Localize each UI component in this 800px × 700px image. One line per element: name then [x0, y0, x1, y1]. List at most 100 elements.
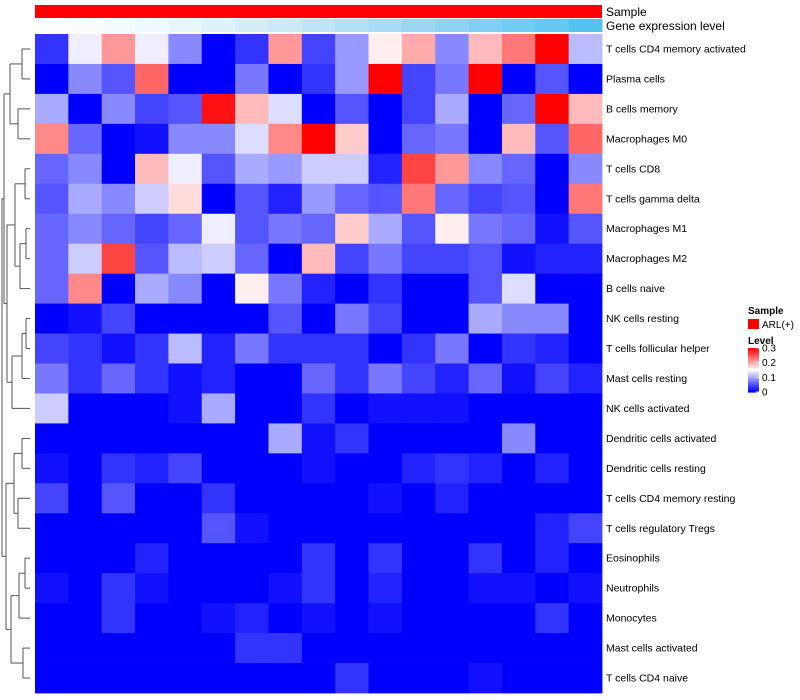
heatmap-cell	[101, 63, 136, 95]
heatmap-cell	[135, 513, 169, 544]
heatmap-cell	[201, 423, 236, 454]
legend-color-step	[748, 368, 759, 370]
heatmap-cell	[168, 423, 203, 454]
expression-annotation-cell	[335, 19, 370, 32]
heatmap-cell	[268, 93, 303, 125]
heatmap-cell	[101, 603, 136, 634]
heatmap-cell	[35, 483, 69, 514]
heatmap-cell	[435, 273, 469, 304]
heatmap-cell	[35, 603, 69, 634]
heatmap-cell	[468, 333, 503, 364]
heatmap-cell	[568, 483, 603, 514]
heatmap-cell	[135, 423, 169, 454]
heatmap-cell	[135, 123, 169, 155]
heatmap-cell	[68, 663, 103, 694]
heatmap-cell	[268, 513, 303, 544]
heatmap-cell	[468, 483, 503, 514]
heatmap-cell	[435, 573, 469, 604]
heatmap-cell	[535, 34, 570, 65]
heatmap-cell	[35, 123, 69, 155]
heatmap-cell	[335, 333, 369, 364]
heatmap-cell	[168, 63, 203, 95]
heatmap-cell	[501, 303, 536, 334]
row-label: T cells regulatory Tregs	[606, 523, 715, 535]
heatmap-cell	[135, 273, 169, 304]
heatmap-cell	[68, 483, 103, 514]
heatmap-cell	[101, 333, 136, 364]
heatmap-cell	[101, 123, 136, 155]
heatmap-cell	[68, 333, 103, 364]
heatmap-cell	[301, 183, 336, 215]
heatmap-cell	[535, 273, 570, 304]
heatmap-cell	[68, 63, 103, 95]
legend-color-step	[748, 353, 759, 355]
heatmap-cell	[435, 453, 469, 484]
heatmap-cell	[235, 183, 269, 215]
heatmap-cell	[335, 483, 369, 514]
heatmap-cell	[101, 243, 136, 275]
heatmap-cell	[301, 633, 336, 664]
heatmap-cell	[535, 123, 570, 155]
heatmap-cell	[35, 633, 69, 664]
heatmap-cell	[535, 633, 570, 664]
heatmap-cell	[201, 303, 236, 334]
legend-tick-label: 0.3	[762, 344, 776, 355]
heatmap-cell	[335, 363, 369, 394]
heatmap-cell	[368, 453, 403, 484]
heatmap-cell	[435, 543, 469, 574]
heatmap-cell	[568, 363, 603, 394]
heatmap-cell	[68, 423, 103, 454]
row-label: B cells naive	[606, 283, 665, 295]
heatmap-cell	[401, 453, 436, 484]
heatmap-cell	[435, 603, 469, 634]
heatmap-cell	[301, 153, 336, 185]
expression-annotation-cell	[68, 19, 103, 32]
heatmap-cell	[368, 363, 403, 394]
row-dendrogram	[1, 48, 30, 679]
heatmap-cell	[535, 543, 570, 574]
legend-level-title: Level	[748, 336, 774, 347]
heatmap-cell	[368, 513, 403, 544]
legend-color-step	[748, 376, 759, 378]
heatmap-cell	[201, 93, 236, 125]
heatmap-cell	[301, 123, 336, 155]
heatmap-cell	[535, 513, 570, 544]
legend-sample-swatch	[748, 319, 759, 329]
heatmap-cell	[235, 213, 269, 245]
heatmap-cell	[101, 663, 136, 694]
heatmap-cell	[435, 63, 469, 95]
heatmap-cell	[35, 63, 69, 95]
heatmap-cell	[501, 543, 536, 574]
heatmap-cell	[201, 483, 236, 514]
legend-color-step	[748, 366, 759, 368]
heatmap-cell	[435, 153, 469, 185]
heatmap-cell	[568, 393, 603, 424]
heatmap-cell	[335, 543, 369, 574]
heatmap-cell	[235, 34, 269, 65]
heatmap-cell	[301, 273, 336, 304]
heatmap-cell	[401, 123, 436, 155]
heatmap-cell	[468, 663, 503, 694]
heatmap-cell	[401, 633, 436, 664]
heatmap-cell	[401, 483, 436, 514]
heatmap-cell	[168, 273, 203, 304]
row-label: T cells CD4 memory resting	[606, 493, 735, 505]
heatmap-cell	[35, 543, 69, 574]
legend-color-step	[748, 391, 759, 393]
heatmap-cell	[501, 183, 536, 215]
heatmap-cell	[268, 363, 303, 394]
row-label: T cells CD4 naive	[606, 673, 688, 685]
heatmap-cell	[301, 333, 336, 364]
heatmap-cell	[168, 153, 203, 185]
heatmap-cell	[235, 483, 269, 514]
heatmap-cell	[301, 543, 336, 574]
heatmap-cell	[401, 663, 436, 694]
heatmap-cell	[235, 123, 269, 155]
legend-color-step	[748, 362, 759, 364]
heatmap-cell	[368, 213, 403, 245]
row-label: T cells CD4 memory activated	[606, 44, 746, 56]
heatmap-cell	[368, 333, 403, 364]
heatmap-cell	[335, 573, 369, 604]
heatmap-cell	[68, 273, 103, 304]
